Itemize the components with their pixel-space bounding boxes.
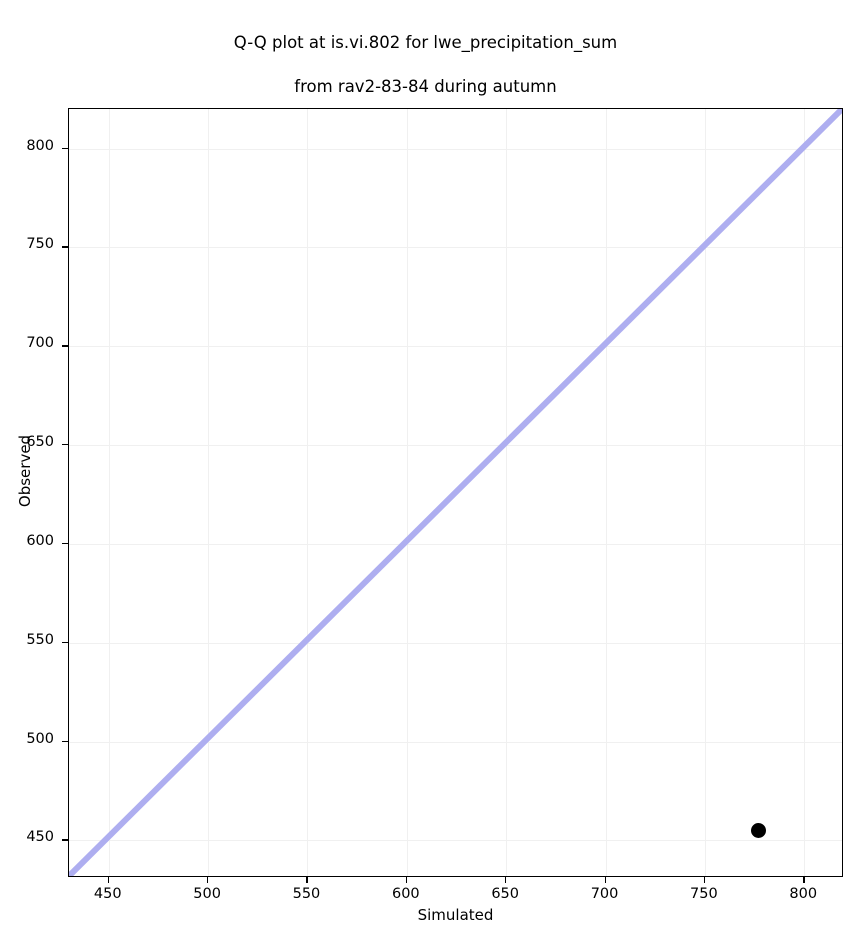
x-tick-mark [803,877,805,883]
y-tick-mark [62,444,68,446]
y-tick-label: 800 [26,137,54,154]
y-axis-label: Observed [16,434,34,508]
x-tick-label: 600 [391,886,420,902]
chart-title: Q-Q plot at is.vi.802 for lwe_precipitat… [0,10,851,98]
y-tick-mark [62,147,68,149]
x-tick-mark [107,877,110,883]
gridline-vertical [804,109,806,876]
gridline-vertical [208,109,210,876]
y-tick-label: 650 [26,434,54,451]
x-tick-mark [306,877,308,883]
x-tick-label: 800 [789,886,818,902]
x-tick-label: 650 [491,886,520,902]
y-tick-label: 600 [26,532,54,549]
x-tick-label: 700 [590,886,619,902]
chart-title-line-1: Q-Q plot at is.vi.802 for lwe_precipitat… [233,33,618,52]
x-tick-label: 450 [93,886,122,902]
y-tick-mark [62,641,68,644]
y-tick-mark [62,345,68,347]
identity-line [69,109,842,876]
gridline-horizontal [69,346,842,348]
data-point [751,823,767,839]
gridline-horizontal [69,445,842,447]
x-tick-mark [207,877,209,883]
gridline-horizontal [69,741,842,743]
y-tick-label: 750 [26,236,54,253]
plot-area [68,108,843,877]
y-tick-mark [62,246,68,248]
x-tick-mark [405,877,408,883]
y-tick-mark [62,839,68,841]
y-tick-mark [62,542,68,545]
x-axis-label: Simulated [417,906,494,924]
y-tick-label: 450 [26,829,54,846]
gridline-horizontal [69,543,842,545]
chart-title-line-2: from rav2-83-84 during autumn [294,77,557,96]
gridline-horizontal [69,247,842,249]
y-tick-label: 500 [26,730,54,747]
x-tick-mark [703,877,706,883]
gridline-vertical [406,109,408,876]
y-tick-label: 700 [26,335,54,352]
gridline-horizontal [69,642,842,644]
y-tick-label: 550 [26,631,54,648]
gridline-horizontal [69,148,842,150]
x-tick-mark [604,877,606,883]
gridline-vertical [704,109,706,876]
gridline-horizontal [69,840,842,842]
gridline-vertical [506,109,508,876]
y-tick-mark [62,740,68,742]
x-tick-label: 750 [690,886,718,902]
gridline-vertical [108,109,110,876]
x-tick-mark [505,877,507,883]
gridline-vertical [307,109,309,876]
x-tick-label: 550 [292,886,321,902]
gridline-vertical [605,109,607,876]
x-tick-label: 500 [193,886,221,902]
